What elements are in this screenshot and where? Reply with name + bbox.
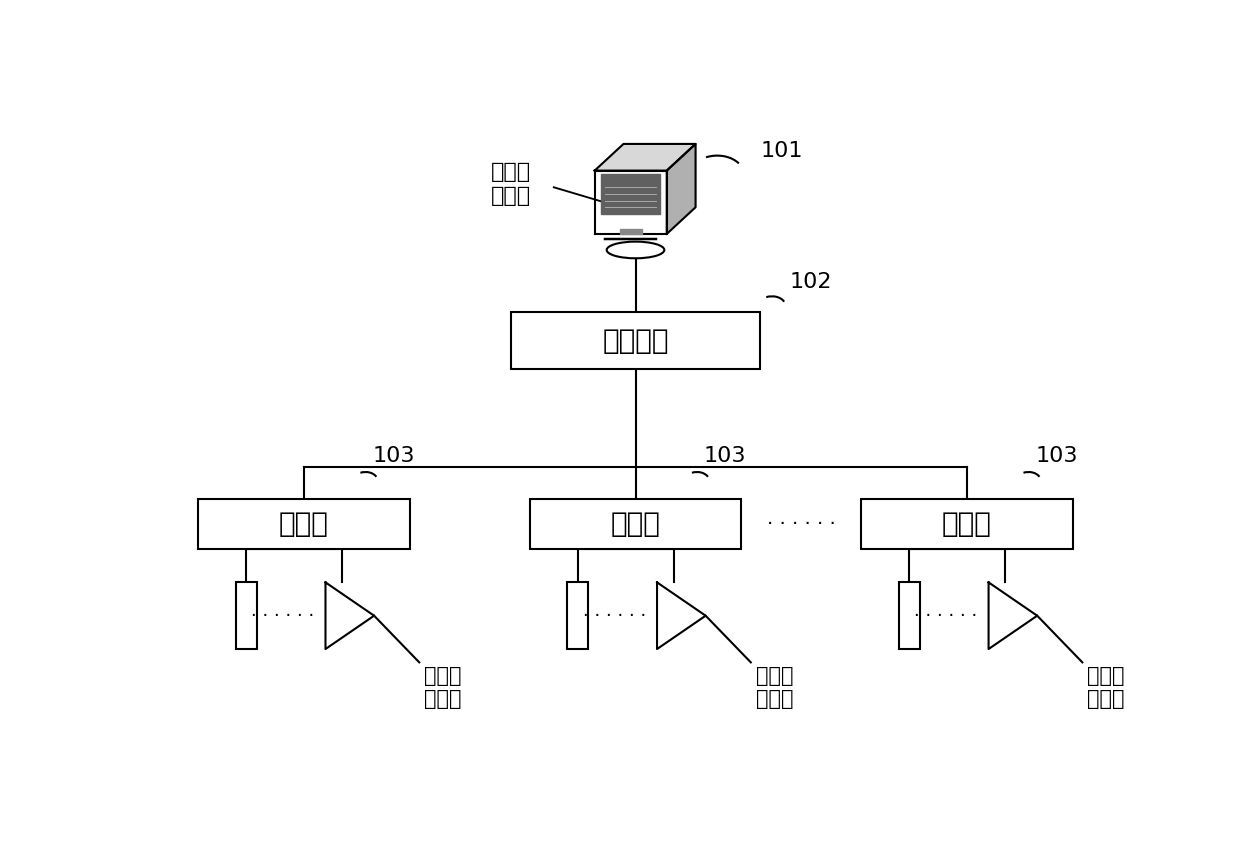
Text: 光伏电
池组串: 光伏电 池组串 [1087, 666, 1125, 709]
Polygon shape [667, 144, 696, 234]
Polygon shape [595, 171, 667, 234]
Text: 光伏电
池组串: 光伏电 池组串 [755, 666, 794, 709]
Polygon shape [988, 582, 1037, 649]
Text: 103: 103 [704, 446, 746, 466]
Text: · · · · · ·: · · · · · · [766, 514, 836, 533]
Polygon shape [601, 174, 660, 214]
Text: 102: 102 [789, 272, 832, 293]
Text: 通信装置: 通信装置 [603, 326, 668, 355]
Polygon shape [620, 229, 641, 234]
Text: 103: 103 [372, 446, 414, 466]
Text: · · · · · ·: · · · · · · [252, 607, 315, 624]
Bar [198, 499, 409, 549]
Polygon shape [657, 582, 706, 649]
Text: 逆变器: 逆变器 [942, 510, 992, 538]
Text: 103: 103 [1035, 446, 1078, 466]
Polygon shape [325, 582, 374, 649]
Text: 电站监
控系统: 电站监 控系统 [491, 162, 531, 205]
Text: · · · · · ·: · · · · · · [914, 607, 977, 624]
Bar [529, 499, 742, 549]
Bar [862, 499, 1073, 549]
Bar [511, 313, 760, 369]
Bar [899, 582, 920, 649]
Bar [236, 582, 257, 649]
Text: 光伏电
池组串: 光伏电 池组串 [424, 666, 461, 709]
Bar [567, 582, 589, 649]
Text: 逆变器: 逆变器 [610, 510, 661, 538]
Text: · · · · · ·: · · · · · · [583, 607, 646, 624]
Text: 逆变器: 逆变器 [279, 510, 329, 538]
Polygon shape [595, 144, 696, 171]
Text: 101: 101 [760, 140, 804, 160]
